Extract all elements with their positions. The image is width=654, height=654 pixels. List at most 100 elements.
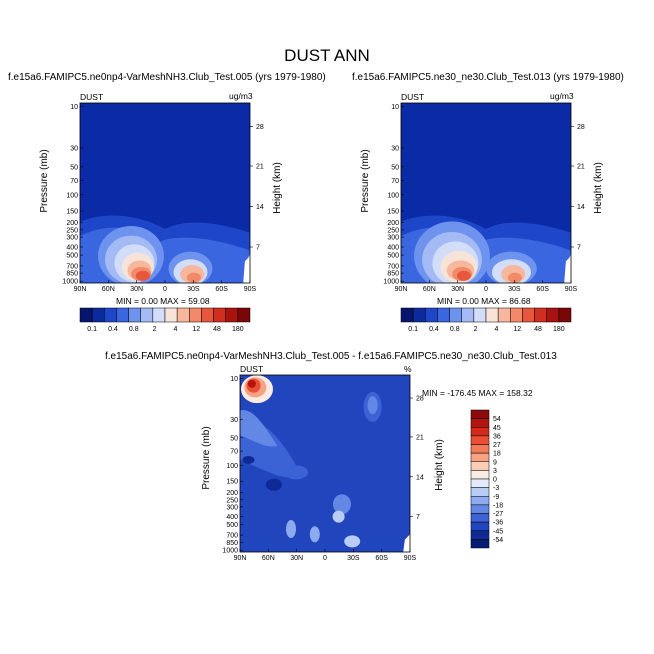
panel1-colorbar-cell (140, 307, 154, 323)
panel2-colorbar-label: 2 (474, 326, 478, 333)
panel1-ytick-label: 70 (70, 178, 78, 185)
panel3-colorbar-label: 9 (493, 459, 497, 466)
panel2-xtick-label: 60N (423, 286, 436, 293)
panel1-colorbar-cell (128, 307, 141, 323)
panel2-ytick-label: 150 (387, 209, 399, 216)
panel1-xtick-label: 0 (163, 286, 167, 293)
panel1-ytick-label: 50 (70, 164, 78, 171)
panel3-colorbar-label: -54 (493, 537, 503, 544)
panel3-colorbar-label: 36 (493, 433, 501, 440)
panel2-colorbar-cell (449, 307, 462, 323)
panel3-y2tick-label: 28 (416, 396, 424, 403)
panel1-ytick-label: 250 (66, 227, 78, 234)
panel3-ytick-label: 30 (230, 417, 238, 424)
panel3-colorbar-cell (470, 487, 490, 497)
panel1-colorbar-cell (225, 307, 239, 323)
panel3-y2tick-label: 21 (416, 434, 424, 441)
panel2-colorbar-cell (497, 307, 511, 323)
panel1-colorbar-cell (91, 307, 105, 323)
panel3-ytick-label: 250 (226, 497, 238, 504)
panel2-ylabel: Pressure (mb) (360, 149, 371, 213)
panel3-colorbar-cell (470, 504, 490, 514)
panel1-ytick-label: 500 (66, 253, 78, 260)
panel3-variable: DUST (240, 364, 264, 374)
panel3-title: f.e15a6.FAMIPC5.ne0np4-VarMeshNH3.Club_T… (105, 351, 557, 362)
panel1-colorbar-label: 0.8 (129, 326, 139, 333)
panel2-y2tick-label: 28 (577, 124, 585, 131)
panel1-y2tick-label: 21 (256, 164, 264, 171)
panel2-colorbar-label: 0.8 (450, 326, 460, 333)
panel3-colorbar-label: 18 (493, 451, 501, 458)
panel1-ytick-label: 30 (70, 146, 78, 153)
panel1-ytick-label: 200 (66, 220, 78, 227)
panel1-colorbar-label: 0.4 (108, 326, 118, 333)
contour-band (284, 465, 309, 480)
panel2-xtick-label: 30S (508, 286, 521, 293)
panel2-colorbar-cell (534, 307, 547, 323)
panel3-ytick-label: 400 (226, 514, 238, 521)
panel3-colorbar-cell (470, 478, 490, 488)
contour-band (266, 478, 282, 491)
panel1-ytick-label: 700 (66, 263, 78, 270)
panel3-xtick-label: 60S (375, 555, 388, 562)
panel1-plot (79, 102, 251, 284)
panel3-ytick-label: 200 (226, 490, 238, 497)
panel2-title: f.e15a6.FAMIPC5.ne30_ne30.Club_Test.013 … (352, 72, 624, 83)
contour-band (186, 272, 201, 283)
panel1-xtick-label: 60N (102, 286, 115, 293)
contour-band (247, 379, 256, 388)
panel2-plot (400, 102, 572, 284)
contour-band (309, 526, 320, 543)
panel1-colorbar-label: 2 (153, 326, 157, 333)
panel2-colorbar-cell (522, 307, 535, 323)
panel2-colorbar-cell (461, 307, 475, 323)
panel3-colorbar-label: -27 (493, 511, 503, 518)
panel3-plot (239, 374, 411, 553)
panel1-ytick-label: 1000 (62, 279, 78, 286)
panel3-colorbar-label: -36 (493, 520, 503, 527)
contour-band (332, 510, 345, 523)
panel3-colorbar-label: -18 (493, 502, 503, 509)
panel3-colorbar-cell (470, 530, 490, 540)
panel2-xtick-label: 30N (451, 286, 464, 293)
panel1-colorbar-cell (237, 307, 251, 323)
panel3-ytick-label: 500 (226, 522, 238, 529)
panel2-ytick-label: 200 (387, 220, 399, 227)
contour-band (564, 254, 571, 283)
panel2-y2tick-label: 14 (577, 204, 585, 211)
panel3-colorbar-label: -3 (493, 485, 499, 492)
panel2-contours (401, 215, 571, 283)
panel2-colorbar-cell (485, 307, 499, 323)
panel1-ytick-label: 10 (70, 104, 78, 111)
panel2-colorbar-cell (558, 307, 572, 323)
panel1-units: ug/m3 (229, 91, 253, 101)
panel1-xtick-label: 30N (130, 286, 143, 293)
panel3-y2label: Height (km) (434, 439, 445, 491)
panel3-xtick-label: 60N (262, 555, 275, 562)
panel3-ytick-label: 100 (226, 463, 238, 470)
contour-band (243, 254, 250, 283)
panel2-ytick-label: 700 (387, 263, 399, 270)
panel1-colorbar-label: 48 (213, 326, 221, 333)
panel3-xtick-label: 0 (323, 555, 327, 562)
panel3-colorbar-label: 54 (493, 416, 501, 423)
panel3-colorbar-cell (470, 427, 490, 437)
panel2-colorbar-cell (425, 307, 438, 323)
contour-band (367, 396, 378, 415)
panel1-ytick-label: 300 (66, 235, 78, 242)
panel1-colorbar-cell (201, 307, 214, 323)
panel2-colorbar-cell (437, 307, 450, 323)
panel1-colorbar-label: 4 (173, 326, 177, 333)
panel1-ytick-label: 150 (66, 209, 78, 216)
panel1-ytick-label: 850 (66, 271, 78, 278)
panel1-colorbar-cell (152, 307, 166, 323)
contour-band (333, 494, 351, 515)
panel1-xtick-label: 90N (74, 286, 87, 293)
panel1-colorbar-label: 0.1 (87, 326, 97, 333)
panel2-colorbar-cell (546, 307, 560, 323)
contour-band (286, 519, 296, 538)
panel1-ylabel: Pressure (mb) (39, 149, 50, 213)
panel1-colorbar-label: 12 (192, 326, 200, 333)
panel1-colorbar-label: 180 (232, 326, 244, 333)
